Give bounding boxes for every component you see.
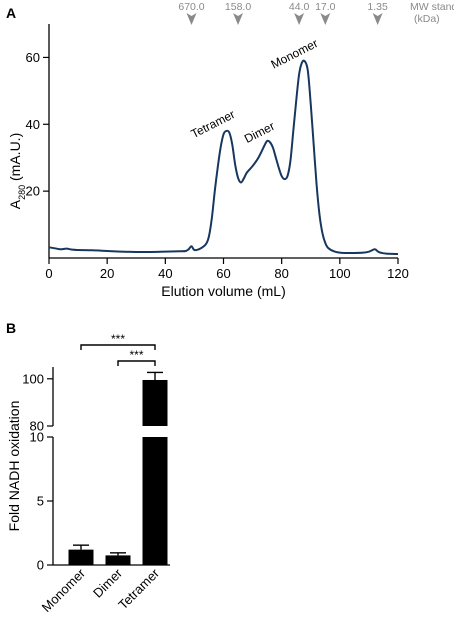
ylabel-a-unit: (mA.U.) xyxy=(7,133,23,185)
y-tick-label-b: 0 xyxy=(37,558,44,573)
mw-standard-arrow xyxy=(372,13,383,25)
panel-a-ylabel: A280 (mA.U.) xyxy=(7,133,27,209)
mw-standard-arrow xyxy=(320,13,331,25)
mw-standard-markers: 670.0 158.0 44.0 17.0 1.35 xyxy=(178,1,388,25)
mw-standard-unit: (kDa) xyxy=(414,13,440,25)
x-tick-label-a: 60 xyxy=(216,266,230,281)
mw-standard-arrow xyxy=(186,13,197,25)
significance-bracket xyxy=(80,344,156,350)
x-tick-label-a: 120 xyxy=(387,266,409,281)
panel-a-label: A xyxy=(6,5,16,21)
bar-tetramer-lower xyxy=(142,437,168,565)
significance-brackets: *** *** xyxy=(80,332,156,366)
significance-stars: *** xyxy=(111,332,125,346)
panel-b-ylabel: Fold NADH oxidation xyxy=(6,401,22,532)
peak-label: Monomer xyxy=(269,36,321,71)
mw-standard-label: 670.0 xyxy=(178,1,204,13)
category-label: Monomer xyxy=(39,565,89,615)
y-tick-label-b: 10 xyxy=(30,430,44,445)
mw-standard-arrow xyxy=(294,13,305,25)
mw-standard-label: 1.35 xyxy=(367,1,388,13)
ylabel-a-main: A xyxy=(7,199,23,209)
ylabel-a-subscript: 280 xyxy=(17,185,27,200)
x-tick-label-a: 100 xyxy=(329,266,351,281)
peak-label: Dimer xyxy=(242,119,277,146)
significance-bracket xyxy=(117,360,156,366)
y-tick-label-a: 60 xyxy=(26,50,40,65)
category-label: Dimer xyxy=(90,565,126,601)
panel-a-axes: 0 20 40 60 80 100 120 20 40 60 xyxy=(26,24,409,281)
panel-b-label: B xyxy=(6,320,16,336)
category-label: Tetramer xyxy=(115,565,162,612)
y-tick-label-b: 5 xyxy=(37,494,44,509)
panel-a: A 670.0 158.0 44.0 17.0 1.35 MW standard (kD… xyxy=(6,1,454,299)
x-tick-label-a: 0 xyxy=(45,266,52,281)
y-tick-label-a: 20 xyxy=(26,184,40,199)
bar-dimer xyxy=(105,555,131,565)
mw-standard-label: 158.0 xyxy=(225,1,251,13)
mw-standard-title: MW standard xyxy=(410,1,454,13)
panel-a-xlabel: Elution volume (mL) xyxy=(161,283,286,299)
mw-standard-label: 44.0 xyxy=(289,1,310,13)
x-tick-label-a: 80 xyxy=(274,266,288,281)
x-tick-label-a: 40 xyxy=(158,266,172,281)
significance-stars: *** xyxy=(129,348,143,362)
elution-trace-line xyxy=(48,59,399,255)
bar-monomer xyxy=(68,549,94,565)
bar-tetramer-upper xyxy=(142,379,168,426)
mw-standard-arrow xyxy=(233,13,244,25)
y-tick-label-b: 80 xyxy=(30,419,44,434)
x-tick-label-a: 20 xyxy=(100,266,114,281)
y-tick-label-a: 40 xyxy=(26,117,40,132)
mw-standard-label: 17.0 xyxy=(315,1,336,13)
y-tick-label-b: 100 xyxy=(22,371,44,386)
